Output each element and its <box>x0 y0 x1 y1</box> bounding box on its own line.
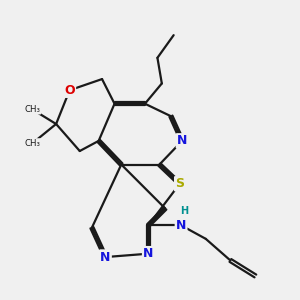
Text: S: S <box>175 177 184 190</box>
Text: N: N <box>177 134 187 147</box>
Text: N: N <box>100 250 111 264</box>
Text: CH₃: CH₃ <box>25 139 40 148</box>
Text: H: H <box>180 206 188 216</box>
Text: N: N <box>176 219 186 232</box>
Text: N: N <box>143 247 154 260</box>
Text: O: O <box>64 84 75 97</box>
Text: CH₃: CH₃ <box>25 105 40 114</box>
